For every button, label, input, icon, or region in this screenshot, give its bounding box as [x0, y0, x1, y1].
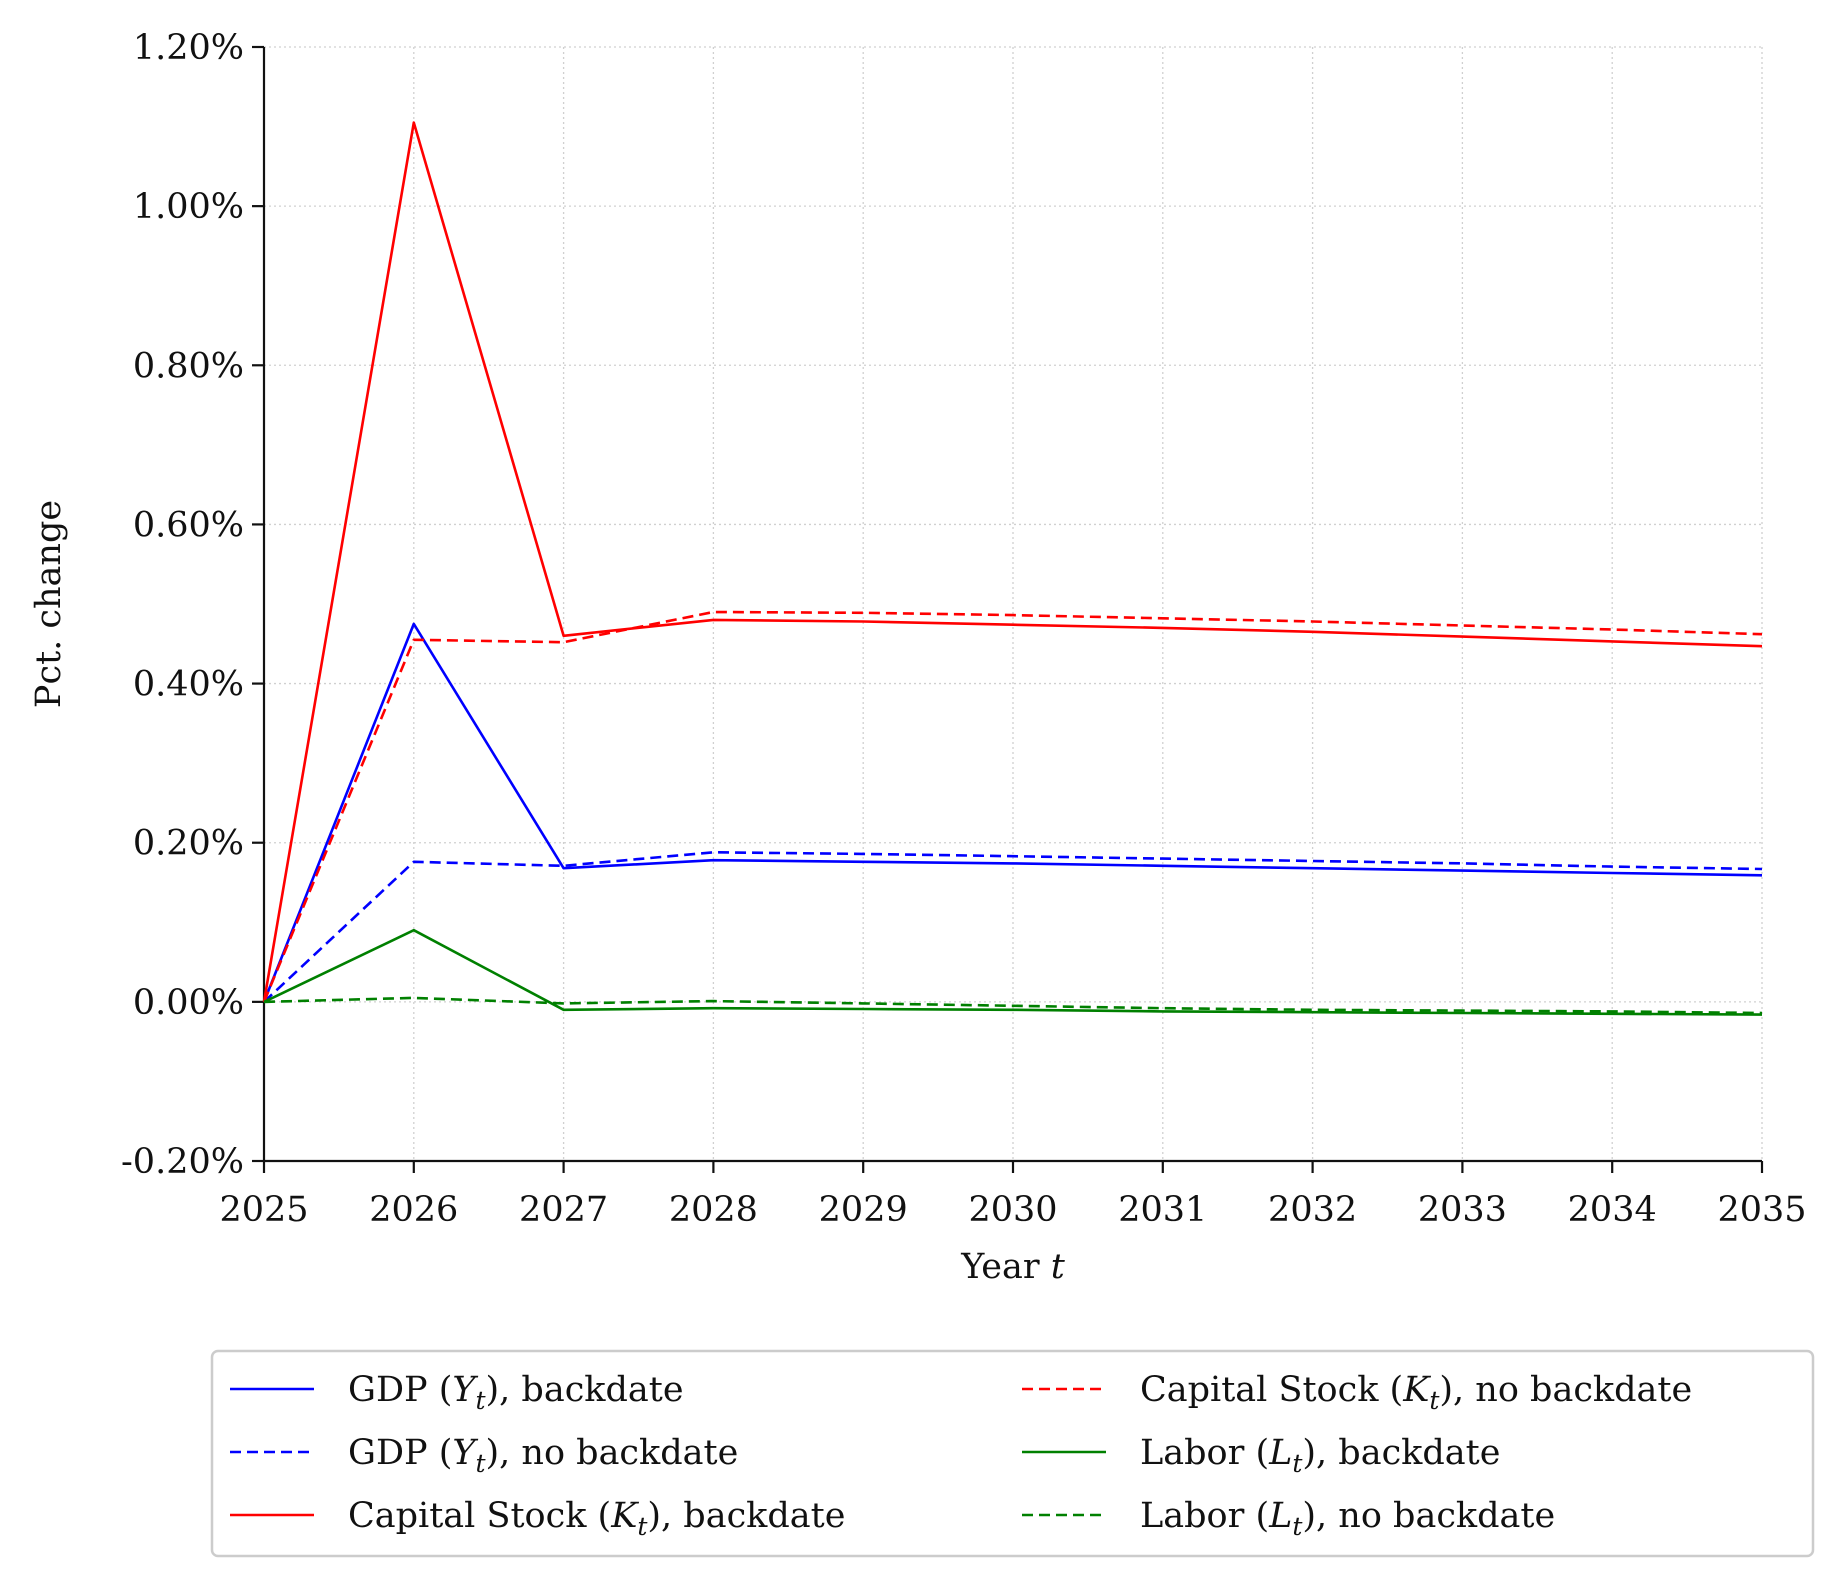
x-tick-label: 2025 [219, 1190, 308, 1230]
legend-frame [210, 1349, 1815, 1558]
x-tick-label: 2029 [819, 1190, 908, 1230]
legend-label: GDP (Yt), backdate [348, 1370, 684, 1415]
legend-label: Labor (Lt), no backdate [1140, 1496, 1555, 1541]
x-tick-label: 2032 [1268, 1190, 1357, 1230]
y-axis-label: Pct. change [29, 500, 69, 708]
y-tick-label: 0.20% [133, 824, 244, 864]
x-tick-label: 2028 [669, 1190, 758, 1230]
x-tick-label: 2033 [1418, 1190, 1507, 1230]
y-tick-label: 1.00% [133, 187, 244, 227]
series-line [263, 850, 1763, 1003]
axes [252, 45, 1764, 1173]
series-line [263, 996, 1763, 1015]
legend-label: Capital Stock (Kt), backdate [348, 1496, 845, 1541]
x-tick-label: 2035 [1717, 1190, 1806, 1230]
legend-label: GDP (Yt), no backdate [348, 1433, 738, 1478]
series-line [262, 610, 1763, 1003]
y-tick-label: 0.00% [133, 983, 244, 1023]
series-line [263, 928, 1763, 1016]
legend-label: Capital Stock (Kt), no backdate [1140, 1370, 1692, 1415]
y-tick-label: 0.40% [133, 665, 244, 705]
y-tick-label: 1.20% [133, 28, 244, 68]
x-tick-label: 2026 [369, 1190, 458, 1230]
x-tick-label: 2030 [968, 1190, 1057, 1230]
x-tick-label: 2034 [1568, 1190, 1657, 1230]
y-tick-label: -0.20% [121, 1142, 244, 1182]
x-tick-label: 2027 [519, 1190, 608, 1230]
legend: GDP (Yt), backdate GDP (Yt), no backdate C… [210, 1349, 1815, 1558]
x-axis-label: Year t [960, 1247, 1066, 1287]
series-lines [262, 121, 1763, 1016]
grid [263, 46, 1763, 1162]
x-tick-label: 2031 [1118, 1190, 1207, 1230]
tick-labels: 2025 2026 2027 2028 2029 2030 2031 2032 2033 2034… [121, 28, 1807, 1230]
series-line [262, 622, 1763, 1003]
legend-label: Labor (Lt), backdate [1140, 1433, 1500, 1478]
y-tick-label: 0.60% [133, 505, 244, 545]
y-tick-label: 0.80% [133, 346, 244, 386]
series-line [262, 121, 1763, 1003]
